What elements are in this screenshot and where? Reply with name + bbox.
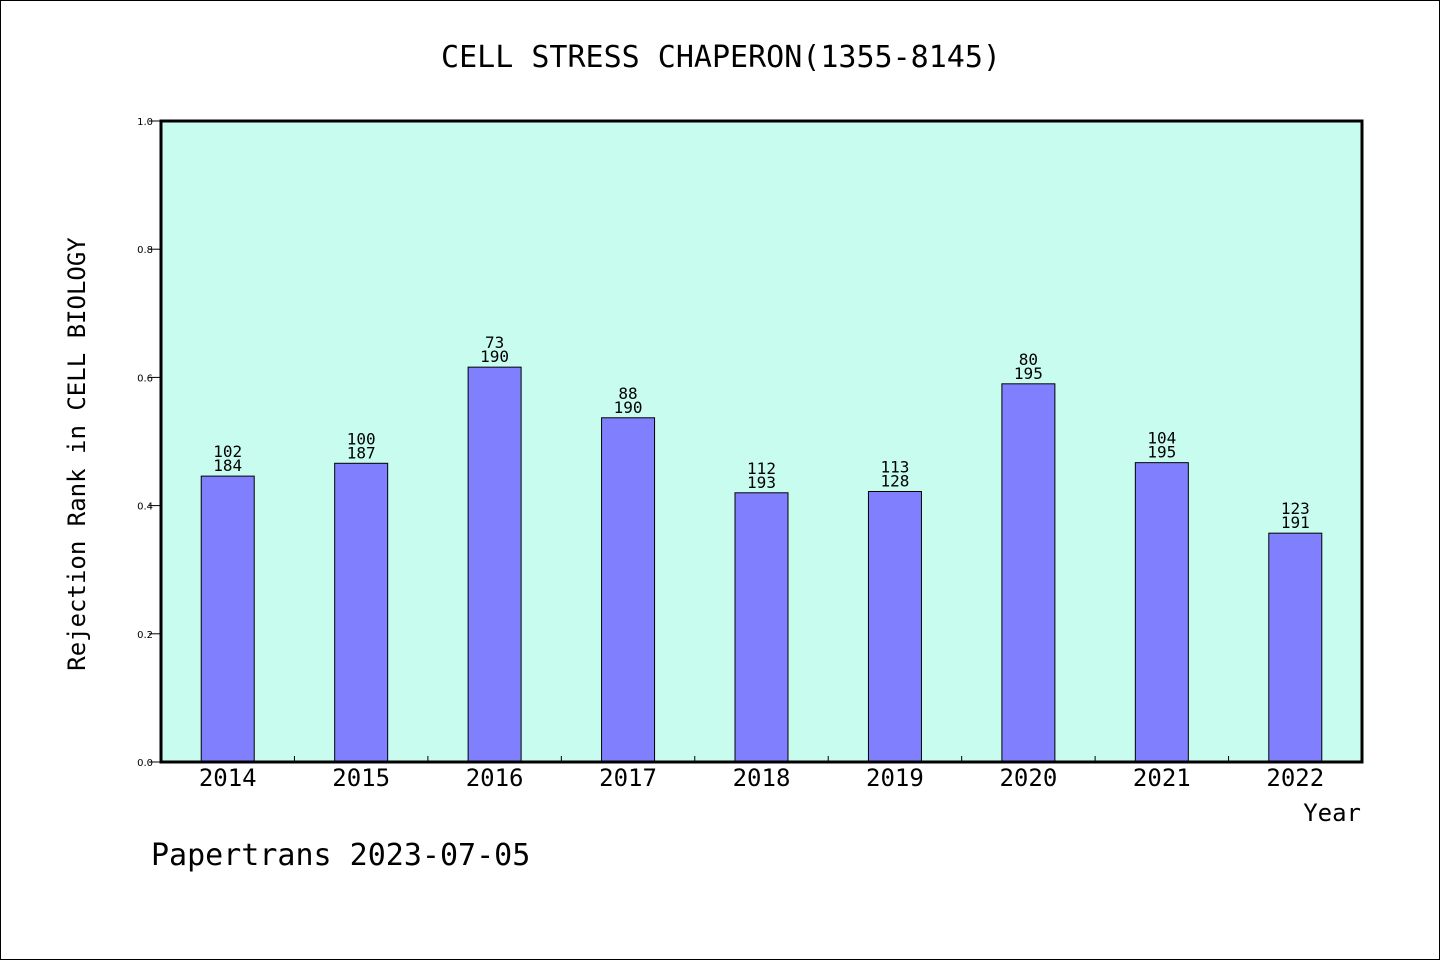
y-tick-label: 0.2	[137, 630, 153, 641]
x-tick-label: 2020	[999, 764, 1057, 792]
x-tick-label: 2017	[599, 764, 657, 792]
x-tick-label: 2018	[733, 764, 791, 792]
y-tick-label: 1.0	[137, 117, 153, 128]
bar-label-bottom: 128	[880, 471, 909, 490]
chart-title: CELL STRESS CHAPERON(1355-8145)	[441, 40, 1001, 75]
x-tick-label: 2019	[866, 764, 924, 792]
bar	[867, 490, 922, 763]
x-tick-label: 2015	[332, 764, 390, 792]
x-axis: 2014 2015 2016 2017 2018 2019 2020 2021 2022	[199, 756, 1324, 792]
bar-label-bottom: 184	[213, 456, 242, 475]
x-tick-label: 2014	[199, 764, 257, 792]
bar	[467, 366, 522, 763]
bar-label-top: 113	[880, 457, 909, 476]
x-tick-label: 2021	[1133, 764, 1191, 792]
y-axis-label: Rejection Rank in CELL BIOLOGY	[63, 237, 91, 671]
bar-label-bottom: 190	[480, 347, 509, 366]
y-tick-label: 0.6	[137, 373, 153, 384]
y-tick-label: 0.0	[137, 758, 153, 769]
bar	[734, 492, 789, 763]
bar-series: 1021841001877319088190112193113128801951…	[200, 333, 1323, 763]
y-axis: 0.0 0.2 0.4 0.6 0.8 1.0	[137, 117, 161, 769]
x-tick-label: 2016	[466, 764, 524, 792]
bar-label-bottom: 195	[1014, 364, 1043, 383]
bar-label-bottom: 191	[1281, 513, 1310, 532]
bar-label-top: 80	[1019, 350, 1038, 369]
bar-label-top: 88	[618, 384, 637, 403]
plot-border	[159, 119, 1364, 764]
y-tick-label: 0.4	[137, 502, 153, 513]
bar-label-top: 73	[485, 333, 504, 352]
bar	[601, 417, 656, 763]
x-axis-label: Year	[1303, 799, 1361, 827]
bar-label-top: 104	[1147, 429, 1176, 448]
bar-label-top: 123	[1281, 499, 1310, 518]
bar-label-bottom: 187	[347, 443, 376, 462]
bar-label-bottom: 190	[614, 398, 643, 417]
bar-label-top: 100	[347, 429, 376, 448]
bar-label-top: 102	[213, 442, 242, 461]
footer-credit: Papertrans 2023-07-05	[151, 838, 530, 873]
x-tick-label: 2022	[1266, 764, 1324, 792]
bar	[1268, 532, 1323, 763]
bar-label-bottom: 195	[1147, 443, 1176, 462]
bar-label-top: 112	[747, 459, 776, 478]
bar	[200, 475, 255, 763]
bar	[334, 462, 389, 763]
bar-label-bottom: 193	[747, 473, 776, 492]
y-tick-label: 0.8	[137, 245, 153, 256]
bar	[1001, 383, 1056, 763]
bar	[1134, 462, 1189, 763]
